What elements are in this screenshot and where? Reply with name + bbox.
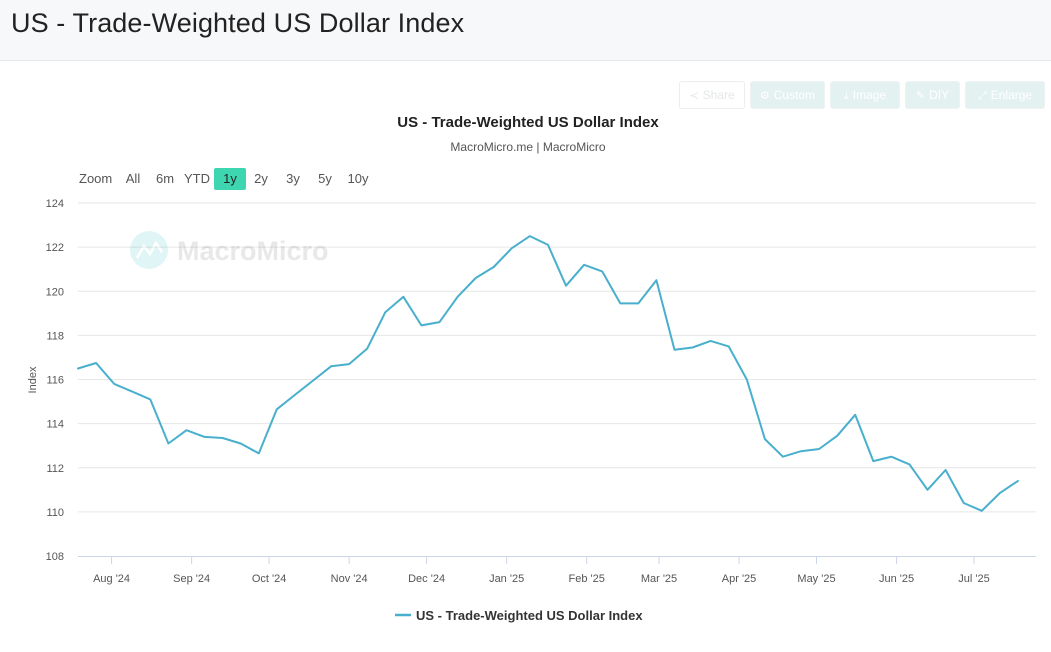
watermark-logo-icon — [130, 231, 168, 269]
y-tick-label: 120 — [46, 286, 64, 298]
diy-label: DIY — [929, 88, 950, 102]
share-label: Share — [702, 88, 735, 102]
diy-button[interactable]: ✎ DIY — [905, 81, 960, 109]
custom-label: Custom — [773, 88, 816, 102]
zoom-ytd-button[interactable]: YTD — [184, 171, 210, 186]
page-header: US - Trade-Weighted US Dollar Index — [0, 0, 1051, 61]
x-tick-label: Dec '24 — [408, 573, 445, 585]
chart-title: US - Trade-Weighted US Dollar Index — [397, 114, 659, 131]
x-tick-label: Nov '24 — [331, 573, 368, 585]
x-tick-label: Jan '25 — [489, 573, 524, 585]
legend-label: US - Trade-Weighted US Dollar Index — [416, 608, 643, 623]
custom-button[interactable]: ⚙ Custom — [750, 81, 825, 109]
enlarge-button[interactable]: ⤢ Enlarge — [965, 81, 1045, 109]
y-tick-label: 122 — [46, 242, 64, 254]
x-tick-label: Sep '24 — [173, 573, 210, 585]
share-icon: ≺ — [689, 90, 699, 102]
y-tick-label: 116 — [46, 375, 64, 387]
y-axis-ticks: 108 110 112 114 116 118 120 122 124 — [46, 198, 64, 563]
x-tick-label: Feb '25 — [569, 573, 605, 585]
watermark-logo-mark — [135, 240, 164, 259]
watermark-text: MacroMicro — [177, 236, 329, 266]
y-tick-label: 108 — [46, 551, 64, 563]
pencil-icon: ✎ — [915, 90, 926, 102]
x-tick-label: Jun '25 — [879, 573, 914, 585]
y-tick-label: 110 — [46, 507, 64, 519]
chart-subtitle: MacroMicro.me | MacroMicro — [450, 140, 606, 154]
zoom-all-button[interactable]: All — [125, 171, 141, 186]
x-tick-label: May '25 — [797, 573, 835, 585]
x-axis: Aug '24 Sep '24 Oct '24 Nov '24 Dec '24 Jan '… — [78, 556, 1036, 585]
zoom-3y-button[interactable]: 3y — [286, 171, 300, 186]
zoom-label: Zoom — [79, 171, 113, 186]
watermark: MacroMicro — [130, 231, 329, 269]
gear-icon: ⚙ — [759, 90, 770, 102]
image-label: Image — [852, 88, 887, 102]
share-button[interactable]: ≺ Share — [679, 81, 745, 109]
zoom-1y-button[interactable]: 1y — [214, 168, 246, 190]
zoom-10y-button[interactable]: 10y — [347, 171, 369, 186]
grid-lines — [78, 202, 1036, 513]
expand-icon: ⤢ — [977, 90, 987, 102]
y-tick-label: 112 — [46, 463, 64, 475]
series-group — [77, 235, 1019, 512]
zoom-2y-button[interactable]: 2y — [254, 171, 268, 186]
zoom-5y-button[interactable]: 5y — [318, 171, 332, 186]
series-line — [77, 235, 1019, 512]
image-button[interactable]: ⤓ Image — [830, 81, 900, 109]
legend[interactable]: US - Trade-Weighted US Dollar Index — [395, 608, 643, 623]
enlarge-label: Enlarge — [990, 88, 1033, 102]
y-tick-label: 114 — [46, 419, 64, 431]
x-tick-label: Oct '24 — [252, 573, 287, 585]
y-tick-label: 124 — [46, 198, 64, 210]
y-axis-label: Index — [27, 366, 39, 393]
page-title: US - Trade-Weighted US Dollar Index — [11, 8, 465, 38]
y-tick-label: 118 — [46, 330, 64, 342]
x-tick-label: Mar '25 — [641, 573, 677, 585]
x-tick-label: Aug '24 — [93, 573, 130, 585]
zoom-6m-button[interactable]: 6m — [155, 171, 175, 186]
download-icon: ⤓ — [843, 90, 849, 102]
x-tick-label: Apr '25 — [722, 573, 757, 585]
chart-toolbar: ≺ Share ⚙ Custom ⤓ Image ✎ DIY ⤢ Enlarge — [0, 81, 1051, 109]
x-tick-label: Jul '25 — [958, 573, 989, 585]
